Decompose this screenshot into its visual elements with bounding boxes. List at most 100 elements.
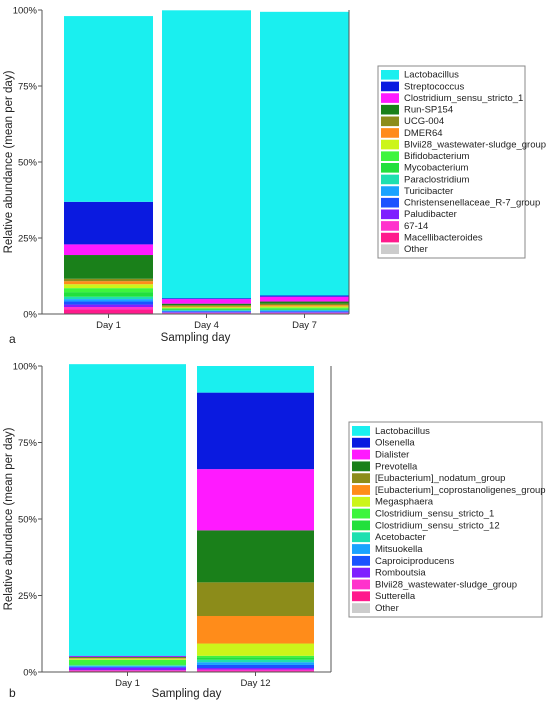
y-tick-label: 75% xyxy=(18,82,38,93)
bar-segment xyxy=(64,255,153,279)
legend-swatch xyxy=(381,104,399,115)
bar-segment xyxy=(162,305,251,307)
legend-label: Megasphaera xyxy=(375,497,434,508)
bar-segment xyxy=(197,616,314,644)
bar-segment xyxy=(69,656,186,658)
bar-segment xyxy=(69,657,186,659)
bar-segment xyxy=(69,655,186,657)
x-axis-title: Sampling day xyxy=(161,332,231,344)
legend-box xyxy=(377,65,526,259)
legend-label: Run-SP154 xyxy=(404,105,453,116)
y-axis-title: Relative abundance (mean per day) xyxy=(3,427,15,610)
legend-label: UCG-004 xyxy=(404,116,444,127)
bar-segment xyxy=(64,278,153,282)
bar-segment xyxy=(64,281,153,285)
bar-segment xyxy=(162,303,251,306)
legend-swatch xyxy=(381,139,399,150)
bar-segment xyxy=(197,668,314,670)
legend-swatch xyxy=(381,174,399,185)
legend-label: Clostridium_sensu_stricto_1 xyxy=(404,93,523,104)
legend-label: Bifidobacterium xyxy=(404,151,470,162)
legend-swatch xyxy=(381,128,399,138)
legend-swatch xyxy=(381,221,399,231)
legend-label: Prevotella xyxy=(375,461,418,472)
legend-swatch xyxy=(352,485,370,495)
bar-segment xyxy=(162,299,251,304)
legend-swatch xyxy=(352,520,370,531)
legend-swatch xyxy=(352,591,370,602)
bar-segment xyxy=(197,530,314,583)
bar-segment xyxy=(64,301,153,305)
bar-segment xyxy=(260,310,349,312)
legend-label: Macellibacteroides xyxy=(404,232,483,243)
x-tick-label: Day 12 xyxy=(240,678,270,689)
bar-segment xyxy=(64,299,153,302)
legend-label: Lactobacillus xyxy=(404,70,459,81)
bar-segment xyxy=(69,667,186,671)
bar-segment xyxy=(162,310,251,311)
bar-segment xyxy=(260,305,349,307)
bar-segment xyxy=(260,312,349,314)
bar-segment xyxy=(197,582,314,617)
bar-segment xyxy=(260,307,349,309)
legend-label: Blvii28_wastewater-sludge_group xyxy=(404,139,546,150)
legend-swatch xyxy=(352,532,370,543)
y-tick-label: 25% xyxy=(18,234,38,245)
legend-label: DMER64 xyxy=(404,128,443,139)
legend-swatch xyxy=(381,93,399,103)
y-tick-label: 75% xyxy=(18,438,38,449)
bar-segment xyxy=(69,657,186,658)
legend-label: Sutterella xyxy=(375,591,416,602)
legend-swatch xyxy=(352,426,370,436)
y-axis-title: Relative abundance (mean per day) xyxy=(3,70,15,253)
legend-label: Turicibacter xyxy=(404,186,453,197)
bar-segment xyxy=(162,310,251,312)
bar-segment xyxy=(64,16,153,202)
panel-label: a xyxy=(9,332,16,346)
bar-segment xyxy=(162,308,251,310)
bar-segment xyxy=(197,643,314,656)
bar-segment xyxy=(260,306,349,308)
panel-a-chart: Day 1 Day 4 Day 7 0% 25% 50% 75% 100% Sampling d… xyxy=(3,6,546,347)
legend-label: Mitsuokella xyxy=(375,544,423,555)
bar-segment xyxy=(64,244,153,256)
bar-segment xyxy=(162,311,251,313)
legend-swatch xyxy=(352,555,370,566)
legend-swatch xyxy=(381,232,399,243)
legend-swatch xyxy=(381,244,399,254)
legend-swatch xyxy=(352,473,370,484)
bar-segment xyxy=(162,10,251,299)
x-tick-label: Day 1 xyxy=(115,678,140,689)
y-tick-label: 50% xyxy=(18,158,38,169)
bar-segment xyxy=(197,659,314,663)
x-tick-label: Day 4 xyxy=(194,320,219,331)
y-tick-label: 25% xyxy=(18,591,38,602)
legend-swatch xyxy=(352,461,370,472)
y-tick-label: 100% xyxy=(13,6,38,17)
bar-segment xyxy=(197,664,314,669)
bar-segment xyxy=(197,366,314,393)
bar-segment xyxy=(69,658,186,660)
bar-segment xyxy=(197,655,314,658)
bar-segment xyxy=(69,659,186,665)
legend-swatch xyxy=(352,603,370,613)
bar-segment xyxy=(162,306,251,308)
legend-label: Other xyxy=(404,244,428,255)
y-tick-label: 0% xyxy=(23,668,37,679)
bar-segment xyxy=(69,665,186,666)
legend-swatch xyxy=(352,579,370,590)
legend-swatch xyxy=(352,437,370,448)
bar-segment xyxy=(197,669,314,672)
bar-segment xyxy=(162,307,251,309)
bar-segment xyxy=(64,307,153,310)
legend-swatch xyxy=(352,449,370,460)
bar-segment xyxy=(64,309,153,314)
bar-segment xyxy=(162,298,251,300)
legend-swatch xyxy=(381,163,399,173)
legend-label: Caproiciproducens xyxy=(375,556,454,567)
legend-swatch xyxy=(381,81,399,92)
bar-segment xyxy=(64,201,153,245)
x-tick-label: Day 7 xyxy=(292,320,317,331)
legend-label: Christensenellaceae_R-7_group xyxy=(404,198,540,209)
